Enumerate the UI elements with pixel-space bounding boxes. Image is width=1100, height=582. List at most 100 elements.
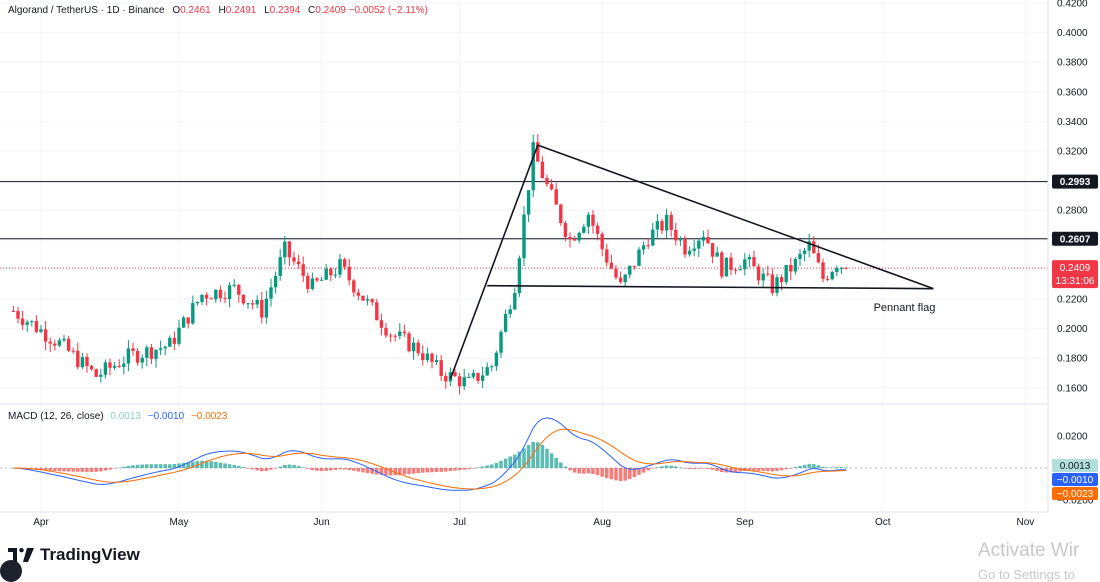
candle-body [140,357,144,363]
macd-histogram-bar [338,468,342,470]
macd-histogram-bar [434,468,439,473]
macd-histogram-bar [545,448,549,468]
candle-body [62,338,66,341]
candle-body [835,267,839,272]
macd-histogram-bar [237,465,241,468]
candle-body [582,226,586,233]
candle-body [752,256,756,267]
price-tick-label: 0.3200 [1057,147,1088,158]
candle-body [48,341,52,344]
candle-body [398,331,402,336]
candle-body [53,343,57,346]
candle-body [839,267,844,269]
macd-histogram-bar [577,468,581,474]
macd-histogram-bar [756,468,761,471]
price-change: −0.0052 (−2.11%) [348,5,428,16]
candle-body [393,335,397,337]
macd-histogram-bar [830,467,834,469]
candle-body [71,350,75,352]
macd-histogram-bar [798,465,802,468]
candle-body [43,329,48,342]
macd-histogram-bar [352,468,356,471]
macd-histogram-bar [112,468,117,469]
macd-histogram-bar [844,467,848,468]
macd-histogram-bar [779,468,784,471]
macd-histogram-bar [66,468,71,472]
candle-body [807,241,811,251]
price-tick-label: 0.1800 [1057,354,1088,365]
macd-histogram-bar [540,444,545,468]
candle-body [844,267,848,269]
time-tick-label: Jul [453,517,466,528]
macd-legend[interactable]: MACD (12, 26, close) 0.0013 −0.0010 −0.0… [8,411,227,422]
candle-body [292,257,296,262]
candle-body [66,338,71,351]
candle-body [227,285,232,300]
candle-body [324,268,328,280]
macd-histogram-bar [807,463,811,468]
macd-histogram-bar [802,464,807,468]
candle-body [149,347,154,359]
macd-histogram-bar [494,462,499,468]
macd-histogram-bar [752,468,756,471]
candle-body [503,313,508,332]
candle-body [614,268,618,278]
candle-body [352,280,356,293]
macd-histogram-bar [572,468,577,473]
candle-body [830,271,834,280]
candle-body [747,256,752,260]
candle-body [287,241,292,258]
candle-body [99,374,103,377]
candle-body [434,360,439,363]
macd-histogram-bar [411,468,416,474]
macd-histogram-bar [614,468,618,481]
macd-histogram-bar [168,464,172,468]
macd-histogram-bar [825,467,830,469]
candle-body [296,261,301,265]
candle-body [678,239,683,241]
macd-histogram-bar [181,462,186,468]
pattern-line [449,144,539,380]
macd-histogram-bar [784,468,788,470]
candle-body [462,377,466,387]
candle-body [692,248,696,251]
candle-body [425,353,430,361]
candle-body [195,301,200,304]
macd-histogram-bar [669,465,673,468]
candle-body [154,349,158,359]
candle-body [283,241,287,258]
macd-hist-value: 0.0013 [110,411,141,422]
close-label: C [308,5,316,16]
candle-body [641,245,646,250]
macd-histogram-bar [57,468,62,472]
candle-body [356,292,361,296]
candle-body [269,287,273,299]
macd-histogram-bar [416,468,420,474]
macd-histogram-bar [563,466,568,468]
candle-body [674,229,678,241]
candle-body [683,239,687,255]
symbol-legend[interactable]: Algorand / TetherUS · 1D · Binance O0.24… [8,5,428,16]
macd-histogram-bar [733,468,738,473]
candle-body [706,237,710,244]
candle-body [789,264,793,272]
macd-histogram-bar [48,468,52,471]
macd-histogram-bar [140,464,144,468]
candle-body [660,221,664,231]
macd-histogram-bar [605,468,609,479]
candle-body [793,258,798,272]
macd-histogram-bar [641,468,646,473]
macd-histogram-bar [793,467,798,468]
candle-body [802,250,807,254]
candle-body [342,259,347,267]
price-axis: 0.42000.40000.38000.36000.34000.32000.30… [1057,0,1088,394]
candle-body [163,346,167,349]
macd-label: MACD (12, 26, close) [8,411,104,422]
price-line-tag [1052,231,1098,246]
candle-body [94,369,98,377]
candle-body [513,293,517,310]
tradingview-logo[interactable]: TradingView [8,545,140,565]
macd-histogram-bar [361,468,365,473]
candle-body [25,322,29,325]
